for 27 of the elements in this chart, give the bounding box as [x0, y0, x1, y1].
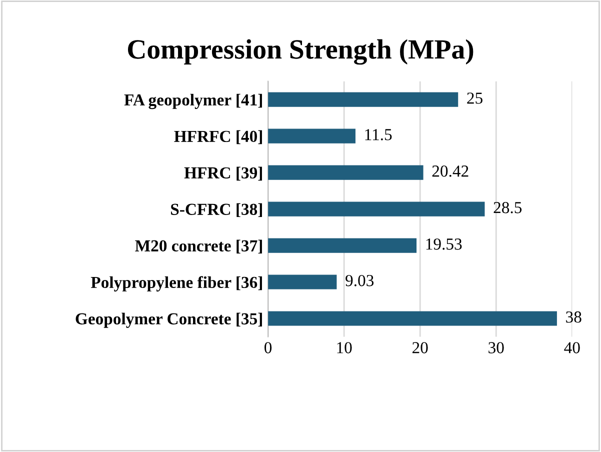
x-tick-label: 30 [488, 342, 504, 354]
x-tick-label: 10 [337, 342, 352, 354]
chart-title: Compression Strength (MPa) [128, 39, 474, 65]
x-tick-label: 40 [564, 342, 580, 354]
x-tick-label: 0 [264, 342, 272, 354]
bar [268, 202, 485, 216]
data-label: 19.53 [426, 238, 462, 250]
y-tick-label: HFRFC [40] [174, 130, 262, 144]
y-tick-label: FA geopolymer [41] [124, 94, 262, 110]
y-tick-label: Geopolymer Concrete [35] [76, 312, 262, 328]
data-label: 9.03 [346, 274, 374, 286]
bar [268, 274, 337, 290]
bar [268, 238, 417, 253]
data-label: 11.5 [365, 129, 392, 140]
bar [268, 92, 458, 107]
y-tick-label: Polypropylene fiber [36] [90, 276, 262, 292]
data-label: 25 [467, 92, 482, 104]
y-tick-label: M20 concrete [37] [135, 240, 262, 254]
x-tick-label: 20 [412, 342, 428, 354]
data-label: 38 [566, 311, 582, 323]
data-label: 20.42 [432, 165, 468, 177]
data-label: 28.5 [494, 202, 522, 214]
y-tick-label: S-CFRC [38] [171, 203, 262, 218]
bar [268, 311, 557, 326]
bar [268, 165, 424, 180]
y-tick-label: HFRC [39] [184, 166, 262, 181]
bar [268, 128, 356, 144]
